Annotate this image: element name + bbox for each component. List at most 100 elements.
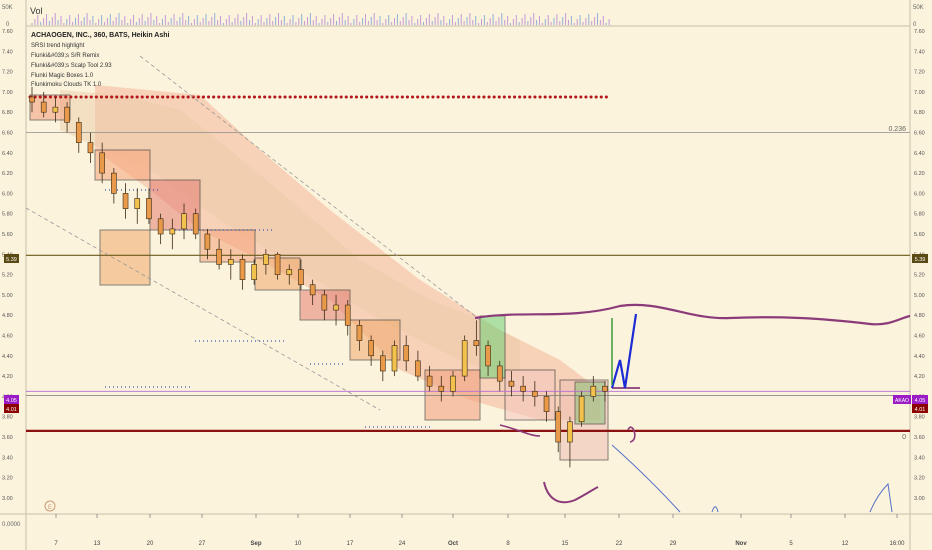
x-tick-label: Oct <box>448 541 458 547</box>
candle-body[interactable] <box>368 340 374 357</box>
projection-line-small <box>711 506 719 513</box>
legend-indicator-2: Flunki&#039;s S/R Remix <box>31 53 99 59</box>
y-tick-left: 3.20 <box>2 476 13 482</box>
candle-body[interactable] <box>415 360 421 377</box>
y-tick-right: 7.00 <box>914 90 925 96</box>
candle-body[interactable] <box>111 172 117 194</box>
candle-body[interactable] <box>461 340 468 377</box>
svg-text:4.01: 4.01 <box>915 407 926 413</box>
candle-body[interactable] <box>298 269 304 286</box>
candle-body[interactable] <box>251 264 257 280</box>
volume-tick-right-top: 50K <box>913 5 924 11</box>
volume-label: Vol <box>30 6 43 16</box>
candle-body[interactable] <box>204 233 211 250</box>
x-tick-label: 29 <box>670 541 677 547</box>
volume-pane: Vol 50K 0 50K 0 <box>2 5 924 28</box>
candle-body[interactable] <box>192 213 199 235</box>
candle-body[interactable] <box>134 198 141 209</box>
candle-body[interactable] <box>438 385 445 392</box>
y-tick-right: 5.80 <box>914 212 925 218</box>
candle-body[interactable] <box>40 101 47 113</box>
earnings-icon[interactable]: E <box>44 500 56 512</box>
y-tick-left: 4.60 <box>2 333 13 339</box>
right-prev-price-label: 4.01 <box>912 404 928 413</box>
candle-body[interactable] <box>75 122 82 143</box>
candle-body[interactable] <box>216 248 222 265</box>
candle-body[interactable] <box>555 411 562 443</box>
candle-body[interactable] <box>181 213 187 230</box>
y-tick-left: 3.40 <box>2 455 13 461</box>
y-tick-right: 5.60 <box>914 232 925 238</box>
right-symbol-price-label: AKAO 4.05 <box>893 395 928 404</box>
candle-body[interactable] <box>532 390 538 397</box>
svg-text:5.39: 5.39 <box>6 257 17 263</box>
x-tick-label: 27 <box>199 541 206 547</box>
channel-lower-line <box>25 207 381 411</box>
candle-body[interactable] <box>473 340 480 346</box>
bottom-left-value: 0.0000 <box>2 522 21 528</box>
y-tick-left: 7.40 <box>2 49 13 55</box>
candle-body[interactable] <box>286 269 293 275</box>
drawn-curve-small <box>499 424 541 437</box>
y-tick-left: 3.00 <box>2 496 13 502</box>
candle-body[interactable] <box>508 380 515 387</box>
projection-arrow <box>610 313 638 389</box>
candle-body[interactable] <box>263 253 269 265</box>
candle-body[interactable] <box>543 396 550 412</box>
candle-body[interactable] <box>239 259 246 280</box>
left-last-price-label: 4.05 <box>4 395 19 404</box>
candle-body[interactable] <box>274 253 281 275</box>
candle-body[interactable] <box>146 198 152 220</box>
candle-body[interactable] <box>64 106 70 123</box>
y-tick-right: 4.40 <box>914 354 925 360</box>
candle-body[interactable] <box>356 325 363 341</box>
ichimoku-cloud-secondary <box>60 90 520 380</box>
candle-body[interactable] <box>227 259 234 265</box>
y-tick-left: 4.80 <box>2 313 13 319</box>
candle-body[interactable] <box>380 355 386 372</box>
candle-body[interactable] <box>321 294 328 311</box>
candle-body[interactable] <box>567 421 573 443</box>
y-tick-right: 6.40 <box>914 151 925 157</box>
candle-body[interactable] <box>333 304 339 311</box>
candle-body[interactable] <box>344 304 351 326</box>
y-tick-left: 6.20 <box>2 171 13 177</box>
candle-body[interactable] <box>450 375 456 392</box>
candle-body[interactable] <box>391 345 398 372</box>
candle-body[interactable] <box>52 106 59 113</box>
candle-body[interactable] <box>157 218 164 235</box>
candle-body[interactable] <box>602 385 608 392</box>
candle-body[interactable] <box>496 365 503 382</box>
candle-body[interactable] <box>485 345 491 367</box>
candle-body[interactable] <box>169 228 176 235</box>
legend-indicator-3: Flunki&#039;s Scalp Tool 2.93 <box>31 63 112 69</box>
volume-tick-left-bottom: 0 <box>6 22 10 28</box>
candle-body[interactable] <box>426 375 433 387</box>
candle-body[interactable] <box>87 142 94 154</box>
candle-body[interactable] <box>520 385 526 392</box>
y-tick-right: 3.20 <box>914 476 925 482</box>
candle-body[interactable] <box>590 385 597 397</box>
candle-body[interactable] <box>578 396 585 423</box>
x-tick-label: 13 <box>94 541 101 547</box>
candle-body[interactable] <box>122 193 129 209</box>
y-tick-left: 5.60 <box>2 232 13 238</box>
y-tick-right: 3.00 <box>914 496 925 502</box>
candle-body[interactable] <box>99 152 105 174</box>
drawn-curve-upper <box>474 303 911 326</box>
candle-body[interactable] <box>403 345 410 362</box>
y-tick-left: 6.00 <box>2 191 13 197</box>
candle-body[interactable] <box>29 96 35 103</box>
candle-body[interactable] <box>309 284 316 296</box>
svg-text:E: E <box>48 505 52 511</box>
channel-upper-line <box>139 55 481 321</box>
magic-box <box>99 229 151 286</box>
y-tick-right: 7.20 <box>914 70 925 76</box>
x-tick-label: 24 <box>399 541 406 547</box>
drawn-bracket-bottom <box>627 426 636 443</box>
y-tick-right: 4.20 <box>914 374 925 380</box>
x-tick-label: Sep <box>250 541 261 547</box>
x-tick-label: 22 <box>616 541 623 547</box>
y-tick-right: 6.60 <box>914 131 925 137</box>
